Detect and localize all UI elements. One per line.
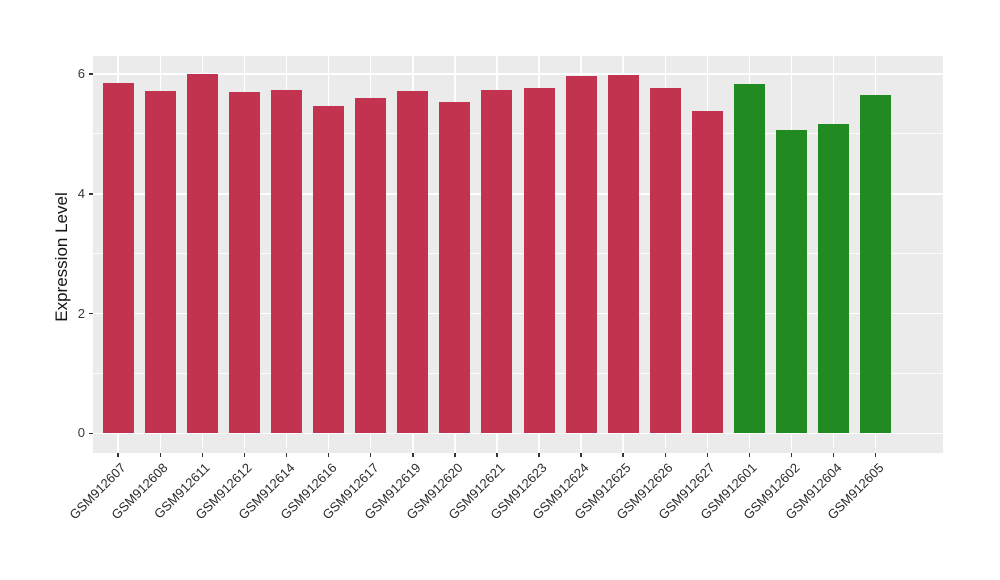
x-tick-mark [412, 452, 414, 457]
bars-layer [93, 56, 943, 453]
bar-GSM912624 [565, 75, 597, 434]
bar-GSM912614 [271, 90, 303, 434]
bar-GSM912623 [523, 87, 555, 434]
plot-panel [93, 56, 943, 453]
bar-GSM912620 [439, 101, 471, 434]
bar-GSM912621 [481, 90, 513, 434]
x-tick-mark [117, 452, 119, 457]
x-tick-mark [580, 452, 582, 457]
bar-GSM912611 [186, 74, 218, 434]
bar-GSM912616 [313, 106, 345, 434]
x-tick-mark [496, 452, 498, 457]
x-tick-mark [285, 452, 288, 457]
major-gridline [93, 193, 943, 195]
bar-GSM912605 [860, 94, 892, 434]
x-tick-mark [706, 452, 709, 457]
bar-GSM912626 [649, 88, 681, 434]
bar-GSM912604 [818, 124, 850, 434]
x-tick-mark [874, 452, 877, 457]
x-tick-mark [327, 452, 330, 457]
y-tick-label: 4 [77, 185, 85, 201]
bar-GSM912617 [355, 97, 387, 434]
x-tick-mark [159, 452, 162, 457]
y-tick-mark [88, 432, 93, 435]
x-tick-mark [790, 452, 793, 457]
minor-gridline [93, 372, 943, 374]
y-tick-mark [88, 193, 93, 195]
x-tick-mark [454, 452, 456, 457]
major-gridline [93, 432, 943, 435]
y-axis-title: Expression Level [52, 192, 71, 322]
bar-GSM912601 [733, 84, 765, 434]
bar-GSM912608 [144, 90, 176, 434]
bar-GSM912619 [397, 91, 429, 434]
y-tick-label: 6 [77, 66, 85, 82]
x-tick-mark [538, 452, 540, 457]
x-tick-mark [832, 452, 835, 457]
x-tick-mark [201, 452, 204, 457]
minor-gridline [93, 133, 943, 135]
y-tick-label: 0 [77, 425, 85, 441]
y-tick-mark [88, 73, 93, 75]
x-tick-mark [243, 452, 246, 457]
bar-GSM912607 [102, 83, 134, 434]
y-tick-mark [88, 312, 93, 315]
bar-GSM912625 [607, 74, 639, 434]
bar-GSM912602 [776, 129, 807, 434]
minor-gridline [93, 253, 943, 255]
x-tick-mark [369, 452, 372, 457]
x-tick-mark [748, 452, 751, 457]
bar-GSM912612 [228, 91, 260, 434]
x-tick-mark [664, 452, 667, 457]
y-tick-label: 2 [77, 305, 85, 321]
major-gridline [93, 312, 943, 315]
x-tick-mark [622, 452, 624, 457]
bar-GSM912627 [691, 110, 723, 434]
major-gridline [93, 73, 943, 75]
